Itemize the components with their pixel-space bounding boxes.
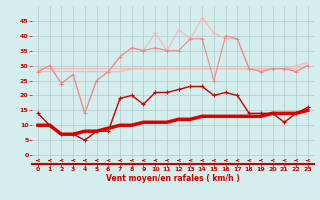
X-axis label: Vent moyen/en rafales ( km/h ): Vent moyen/en rafales ( km/h ) <box>106 174 240 183</box>
